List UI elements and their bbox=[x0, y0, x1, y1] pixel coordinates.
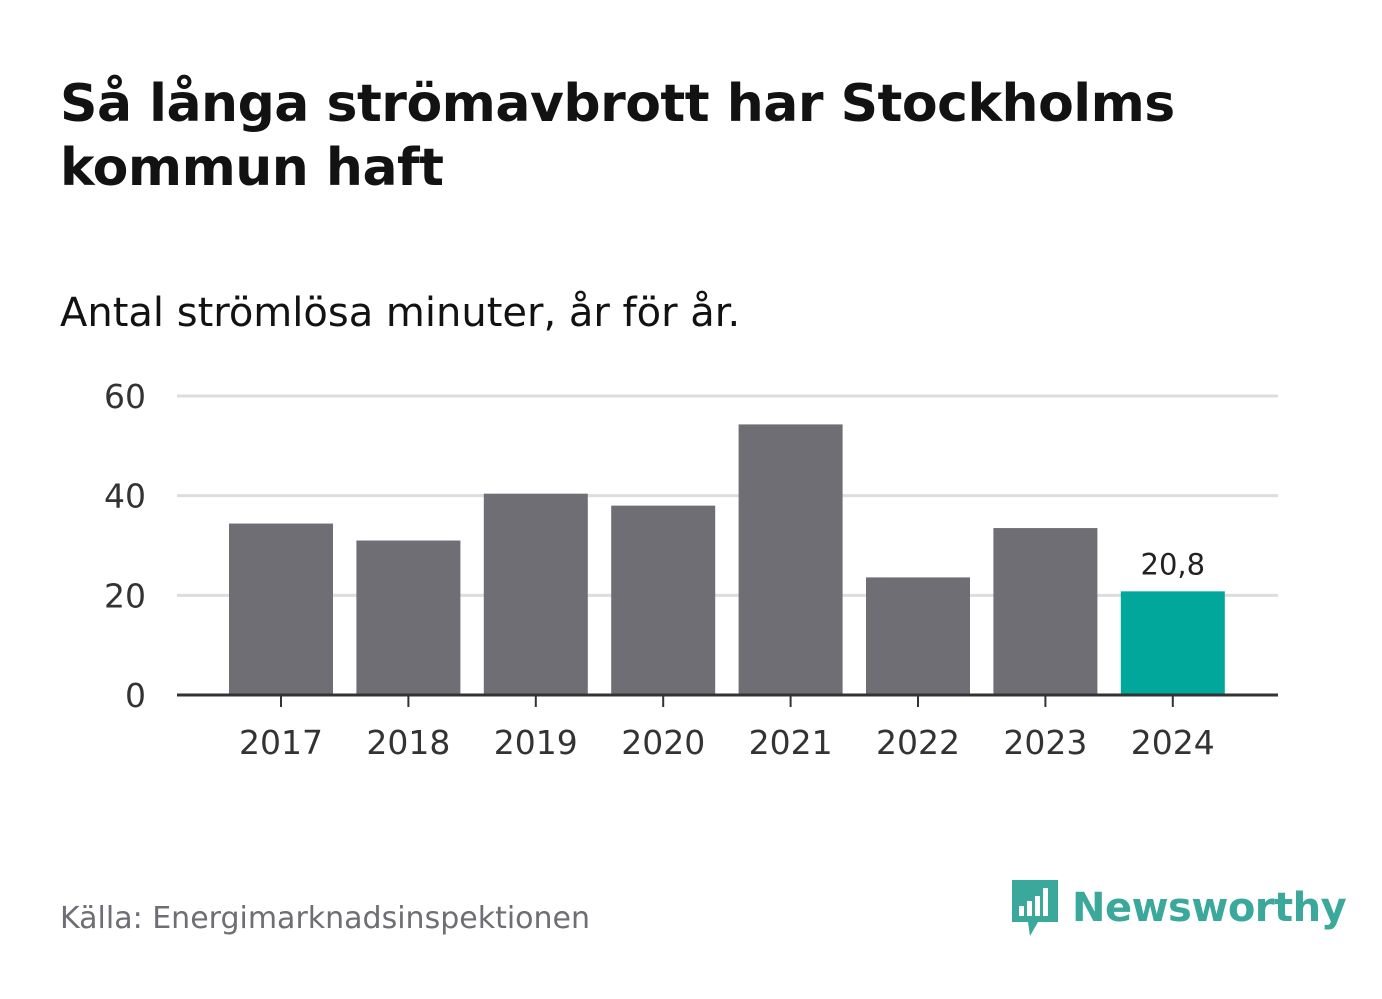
x-axis-tick-labels: 2017 2018 2019 2020 2021 2022 2023 2024 bbox=[239, 723, 1215, 762]
chart-title: Så långa strömavbrott har Stockholms kom… bbox=[60, 74, 1175, 198]
x-tick-label: 2024 bbox=[1131, 723, 1215, 762]
data-label: 20,8 bbox=[1141, 547, 1206, 581]
source-note: Källa: Energimarknadsinspektionen bbox=[60, 901, 591, 936]
bars bbox=[229, 424, 1225, 695]
bar-2018 bbox=[356, 540, 461, 695]
x-tick-label: 2020 bbox=[621, 723, 705, 762]
y-tick-label: 60 bbox=[104, 377, 146, 416]
x-tick-label: 2022 bbox=[876, 723, 960, 762]
x-tick-label: 2021 bbox=[749, 723, 833, 762]
bar-2024 bbox=[1120, 591, 1225, 695]
bar-2017 bbox=[229, 523, 333, 695]
x-tick-label: 2017 bbox=[239, 723, 323, 762]
newsworthy-logo-icon bbox=[1012, 880, 1058, 936]
y-tick-label: 0 bbox=[125, 676, 146, 715]
bar-2022 bbox=[866, 577, 970, 695]
x-tick-label: 2018 bbox=[366, 723, 450, 762]
x-tick-label: 2019 bbox=[494, 723, 578, 762]
x-axis bbox=[177, 693, 1278, 707]
y-axis-tick-labels: 0 20 40 60 bbox=[104, 377, 146, 715]
bar-2023 bbox=[993, 528, 1098, 695]
bar-2020 bbox=[611, 505, 716, 695]
brand-name: Newsworthy bbox=[1072, 885, 1347, 931]
y-tick-label: 20 bbox=[104, 576, 146, 615]
y-tick-label: 40 bbox=[104, 477, 146, 516]
bar-2019 bbox=[483, 493, 588, 695]
data-labels: 20,8 bbox=[1141, 547, 1206, 581]
gridlines bbox=[177, 394, 1278, 597]
bar-chart: 0 20 40 60 2017 2018 2019 2020 2021 2022 2023 2024… bbox=[104, 377, 1278, 762]
bar-2021 bbox=[738, 424, 843, 695]
brand: Newsworthy bbox=[1010, 878, 1347, 938]
x-tick-label: 2023 bbox=[1003, 723, 1087, 762]
chart-subtitle: Antal strömlösa minuter, år för år. bbox=[60, 290, 741, 336]
